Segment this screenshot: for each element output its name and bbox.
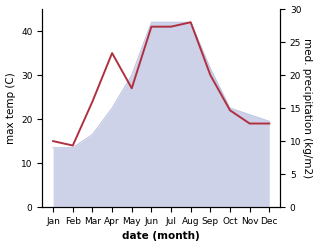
Y-axis label: max temp (C): max temp (C) bbox=[5, 72, 16, 144]
X-axis label: date (month): date (month) bbox=[122, 231, 200, 242]
Y-axis label: med. precipitation (kg/m2): med. precipitation (kg/m2) bbox=[302, 38, 313, 178]
